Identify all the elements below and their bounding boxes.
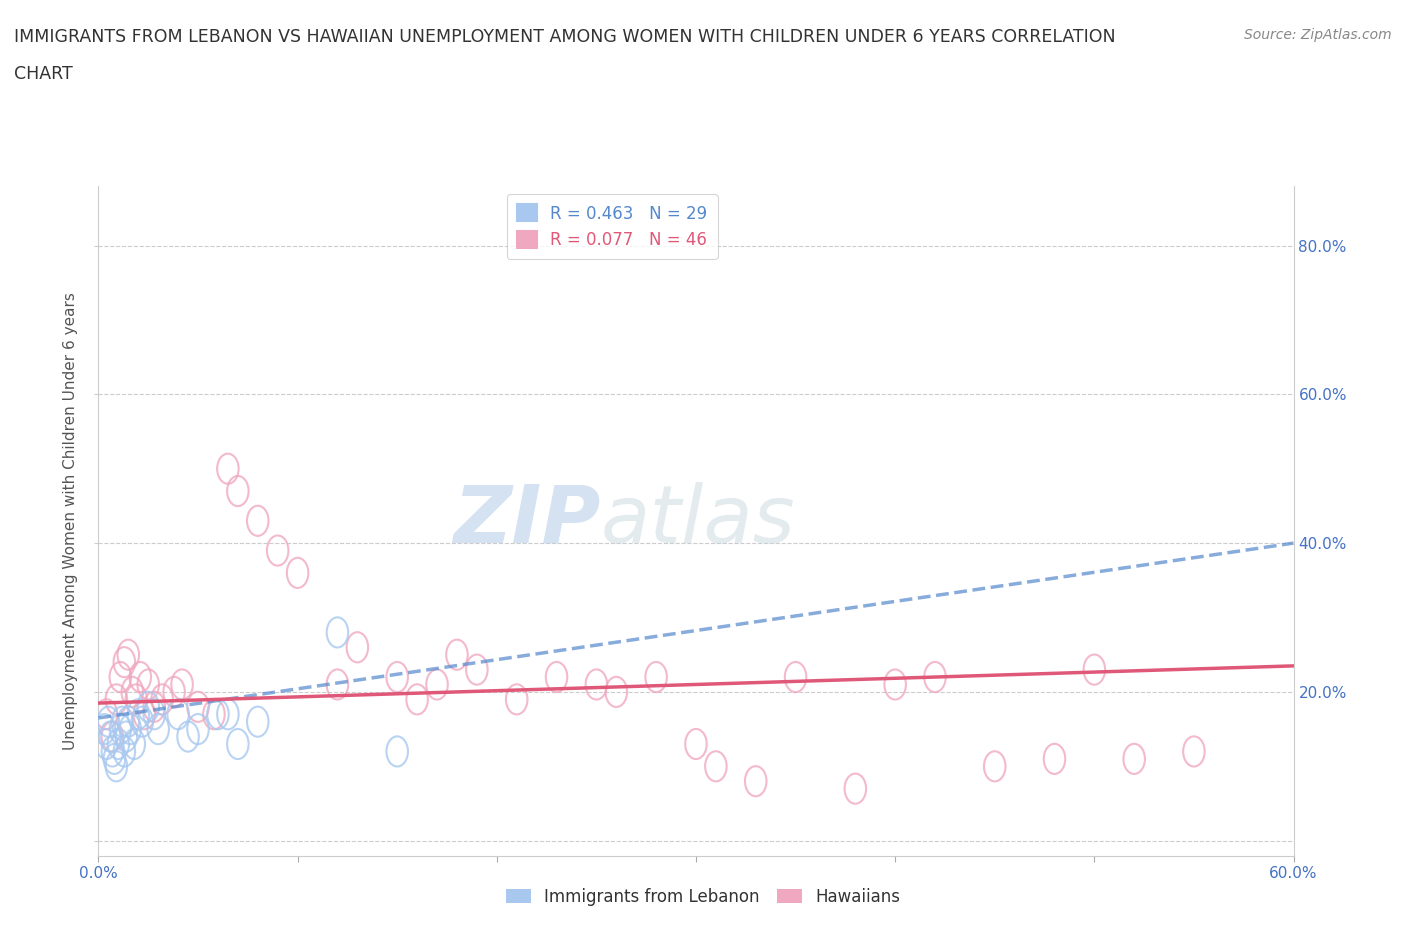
Text: Source: ZipAtlas.com: Source: ZipAtlas.com <box>1244 28 1392 42</box>
Y-axis label: Unemployment Among Women with Children Under 6 years: Unemployment Among Women with Children U… <box>63 292 79 750</box>
Legend: Immigrants from Lebanon, Hawaiians: Immigrants from Lebanon, Hawaiians <box>499 881 907 912</box>
Text: IMMIGRANTS FROM LEBANON VS HAWAIIAN UNEMPLOYMENT AMONG WOMEN WITH CHILDREN UNDER: IMMIGRANTS FROM LEBANON VS HAWAIIAN UNEM… <box>14 28 1116 46</box>
Text: CHART: CHART <box>14 65 73 83</box>
Text: atlas: atlas <box>600 482 796 560</box>
Text: ZIP: ZIP <box>453 482 600 560</box>
Legend: R = 0.463   N = 29, R = 0.077   N = 46: R = 0.463 N = 29, R = 0.077 N = 46 <box>508 194 717 259</box>
